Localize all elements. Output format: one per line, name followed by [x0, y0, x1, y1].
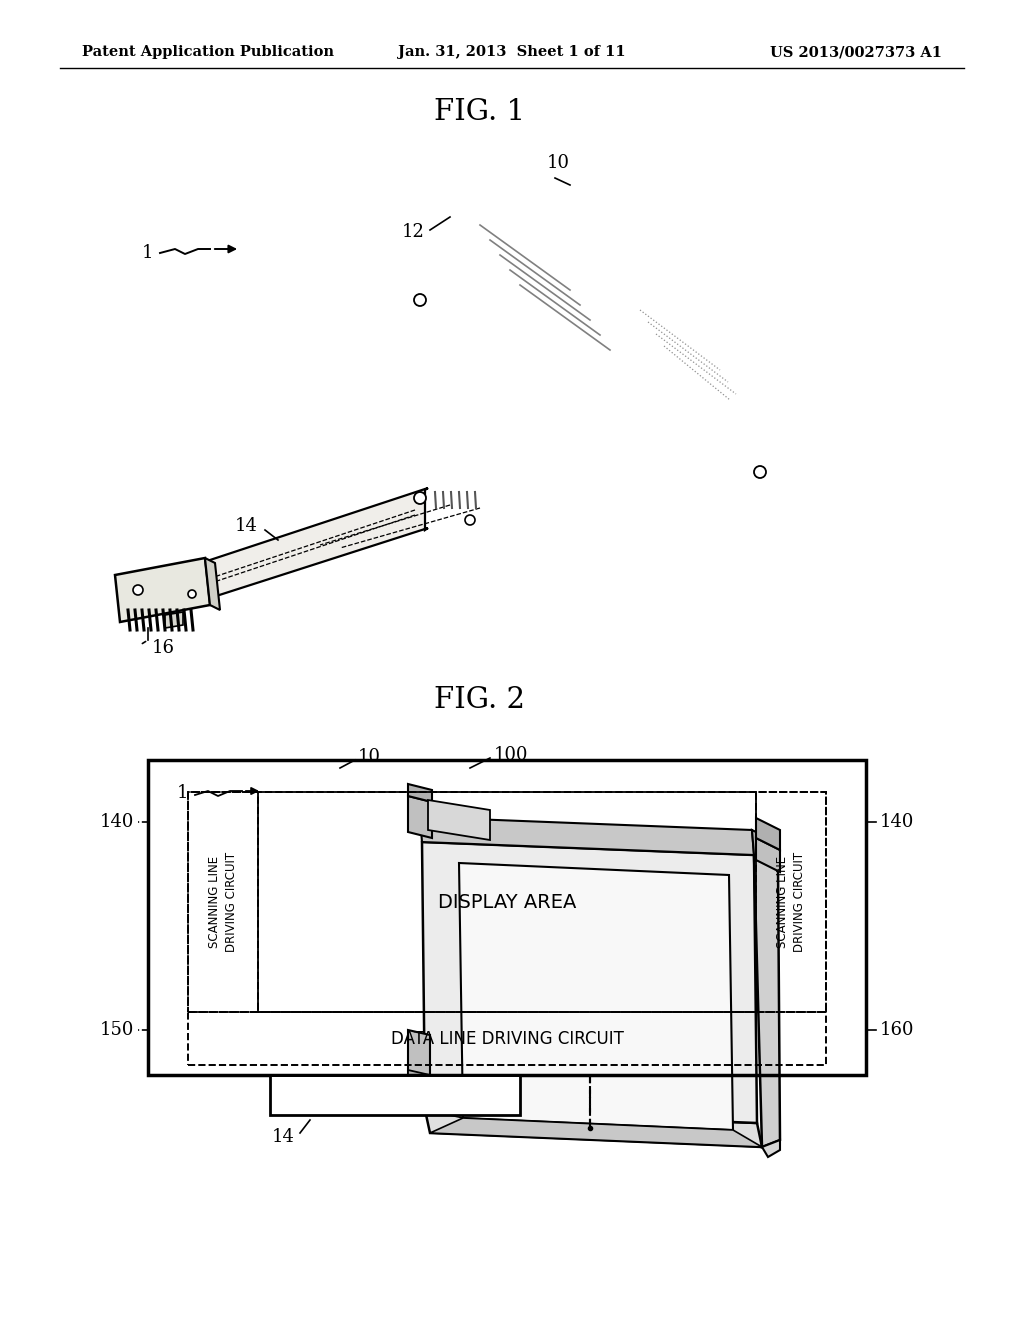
- Polygon shape: [762, 1140, 780, 1158]
- Text: SCANNING LINE
DRIVING CIRCUIT: SCANNING LINE DRIVING CIRCUIT: [776, 851, 806, 952]
- Text: DISPLAY AREA: DISPLAY AREA: [438, 892, 577, 912]
- Polygon shape: [754, 855, 780, 1147]
- Text: 100: 100: [494, 746, 528, 764]
- Polygon shape: [408, 796, 432, 838]
- Bar: [148, 760, 866, 1074]
- Text: 160: 160: [880, 1020, 914, 1039]
- Circle shape: [188, 590, 196, 598]
- Polygon shape: [205, 558, 220, 610]
- Bar: [188, 1012, 826, 1065]
- Polygon shape: [425, 1110, 762, 1147]
- Text: 1: 1: [176, 784, 188, 803]
- Text: Patent Application Publication: Patent Application Publication: [82, 45, 334, 59]
- Polygon shape: [408, 1071, 430, 1090]
- Polygon shape: [408, 1030, 430, 1090]
- Polygon shape: [752, 830, 778, 867]
- Circle shape: [414, 492, 426, 504]
- Polygon shape: [425, 1110, 463, 1118]
- Text: 140: 140: [99, 813, 134, 832]
- Polygon shape: [459, 863, 733, 1130]
- Bar: [188, 792, 826, 1012]
- Circle shape: [465, 515, 475, 525]
- Bar: [258, 792, 756, 1012]
- Text: US 2013/0027373 A1: US 2013/0027373 A1: [770, 45, 942, 59]
- Text: SCANNING LINE
DRIVING CIRCUIT: SCANNING LINE DRIVING CIRCUIT: [208, 851, 238, 952]
- Circle shape: [133, 585, 143, 595]
- Bar: [756, 792, 826, 1012]
- Text: 140: 140: [880, 813, 914, 832]
- Text: 150: 150: [99, 1020, 134, 1039]
- Polygon shape: [430, 1118, 762, 1147]
- Text: DATA LINE DRIVING CIRCUIT: DATA LINE DRIVING CIRCUIT: [390, 1030, 624, 1048]
- Polygon shape: [200, 488, 428, 601]
- Text: 16: 16: [152, 639, 175, 657]
- Text: FIG. 1: FIG. 1: [434, 98, 525, 125]
- Text: Jan. 31, 2013  Sheet 1 of 11: Jan. 31, 2013 Sheet 1 of 11: [398, 45, 626, 59]
- Circle shape: [414, 294, 426, 306]
- Text: 1: 1: [141, 244, 153, 261]
- Polygon shape: [756, 838, 780, 873]
- Polygon shape: [420, 817, 754, 855]
- Polygon shape: [115, 558, 210, 622]
- Text: 10: 10: [358, 748, 381, 766]
- Polygon shape: [428, 800, 490, 840]
- Text: 12: 12: [402, 223, 425, 242]
- Text: 14: 14: [236, 517, 258, 535]
- Polygon shape: [756, 818, 780, 850]
- Polygon shape: [408, 784, 432, 803]
- Polygon shape: [422, 842, 757, 1123]
- Bar: [188, 792, 258, 1012]
- Circle shape: [754, 466, 766, 478]
- Text: 14: 14: [272, 1129, 295, 1146]
- Text: FIG. 2: FIG. 2: [434, 686, 525, 714]
- Text: 10: 10: [547, 154, 569, 172]
- Bar: [270, 1074, 520, 1115]
- Polygon shape: [165, 612, 183, 628]
